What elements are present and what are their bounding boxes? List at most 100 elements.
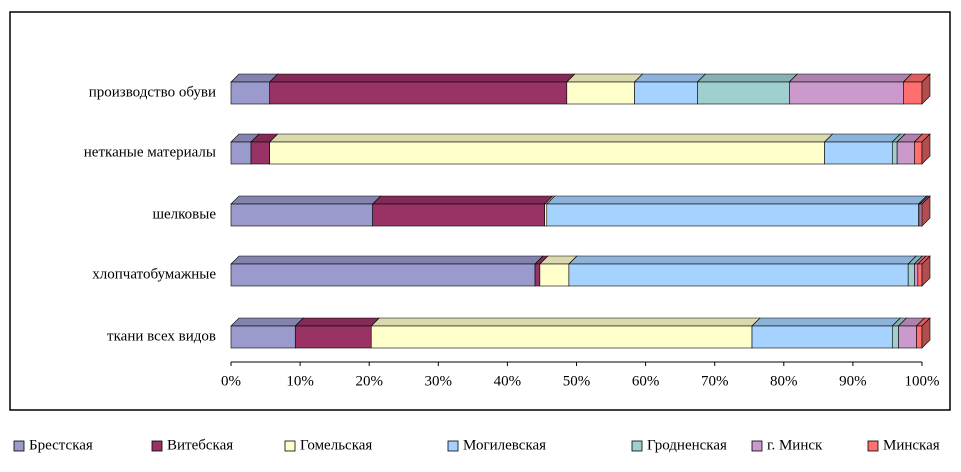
bar-top [294, 317, 380, 327]
y-tick-label: производство обуви [89, 84, 216, 100]
x-tick-label: 20% [355, 373, 383, 389]
legend-swatch [751, 440, 763, 452]
bar-top [230, 195, 382, 205]
y-tick-label: нетканые материалы [84, 144, 216, 160]
bar-face [250, 141, 270, 165]
legend-swatch [13, 440, 25, 452]
x-tick-label: 50% [563, 373, 591, 389]
bar-face [891, 325, 899, 349]
bar-face [919, 203, 923, 227]
bar-face [917, 263, 923, 287]
y-tick-label: шелковые [152, 206, 216, 222]
legend-label: Гродненская [647, 437, 727, 453]
bar-segment [230, 73, 279, 105]
x-tick-label: 70% [701, 373, 729, 389]
bar-top [371, 195, 554, 205]
bar-segment [546, 195, 928, 227]
bar-face [824, 141, 893, 165]
bar-segment [921, 195, 931, 227]
bar-face [697, 81, 790, 105]
x-tick-label: 10% [286, 373, 314, 389]
bar-segment [915, 317, 931, 349]
bar-side [921, 133, 931, 165]
bar-face [907, 263, 915, 287]
bar-segment [268, 73, 576, 105]
x-tick-label: 40% [494, 373, 522, 389]
bar-face [539, 263, 570, 287]
legend-label: Минская [883, 437, 940, 453]
bar-segment [633, 73, 707, 105]
bar-segment [696, 73, 799, 105]
bar-side [921, 73, 931, 105]
legend-label: Гомельская [300, 437, 372, 453]
bar-face [372, 203, 546, 227]
legend-label: г. Минск [767, 437, 823, 453]
bar-top [230, 317, 304, 327]
bar-segment [230, 255, 544, 287]
bar-segment [230, 317, 304, 349]
bar-face [891, 141, 898, 165]
bar-segment [897, 317, 926, 349]
legend-swatch [867, 440, 879, 452]
bar-top [751, 317, 902, 327]
bar-face [230, 81, 270, 105]
bar-face [230, 203, 373, 227]
bar-segment [539, 255, 578, 287]
bar-face [294, 325, 372, 349]
bar-face [230, 263, 536, 287]
y-tick-label: хлопчатобумажные [92, 266, 216, 282]
x-tick-label: 100% [905, 373, 940, 389]
bar-top [230, 255, 544, 265]
bar-face [914, 141, 923, 165]
legend-swatch [447, 440, 459, 452]
bar-top [566, 73, 644, 83]
x-tick-label: 30% [425, 373, 453, 389]
bar-top [633, 73, 707, 83]
bar-face [230, 325, 296, 349]
x-tick-label: 90% [839, 373, 867, 389]
bar-face [898, 325, 917, 349]
bar-side [921, 195, 931, 227]
legend-swatch [151, 440, 163, 452]
bar-face [370, 325, 753, 349]
bar-segment [913, 133, 931, 165]
legend-swatch [631, 440, 643, 452]
x-tick-label: 60% [632, 373, 660, 389]
bar-top [268, 133, 834, 143]
bar-face [789, 81, 904, 105]
bar-segment [268, 133, 834, 165]
bar-face [916, 325, 923, 349]
bar-face [269, 141, 825, 165]
bar-side [921, 255, 931, 287]
bar-face [914, 263, 919, 287]
bar-top [823, 133, 902, 143]
bar-face [568, 263, 909, 287]
legend-swatch [284, 440, 296, 452]
x-tick-label: 0% [221, 373, 241, 389]
bar-top [696, 73, 799, 83]
bar-segment [370, 317, 761, 349]
bar-top [370, 317, 761, 327]
bar-segment [371, 195, 554, 227]
bar-side [921, 317, 931, 349]
bar-top [268, 73, 576, 83]
bar-face [269, 81, 568, 105]
bar-face [534, 263, 541, 287]
bar-segment [917, 255, 931, 287]
bar-segment [294, 317, 380, 349]
bar-segment [751, 317, 902, 349]
bar-face [751, 325, 893, 349]
bar-segment [902, 73, 931, 105]
legend-label: Витебская [167, 437, 233, 453]
bar-face [544, 203, 548, 227]
bar-face [566, 81, 635, 105]
x-tick-label: 80% [770, 373, 798, 389]
y-tick-label: ткани всех видов [107, 328, 216, 344]
bar-top [788, 73, 913, 83]
legend-label: Могилевская [463, 437, 546, 453]
legend-label: Брестская [29, 437, 93, 453]
bar-top [568, 255, 917, 265]
bar-top [546, 195, 928, 205]
bar-face [634, 81, 698, 105]
